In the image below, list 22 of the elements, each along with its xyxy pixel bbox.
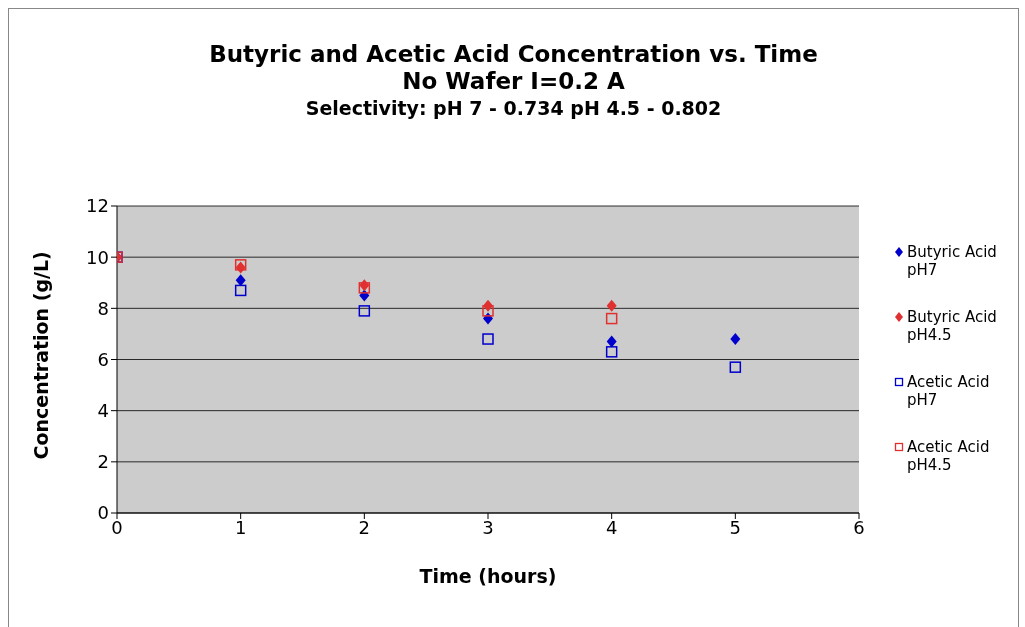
y-tick-label: 8 [97, 297, 109, 319]
y-tick-label: 0 [97, 502, 109, 524]
y-tick-label: 2 [97, 451, 109, 473]
chart-title: Butyric and Acetic Acid Concentration vs. Time No Wafer I=0.2 A [208, 41, 819, 95]
y-tick-label: 12 [86, 195, 109, 217]
chart-subtitle: Selectivity: pH 7 - 0.734 pH 4.5 - 0.802 [304, 96, 723, 121]
x-tick-label: 3 [482, 516, 494, 538]
legend-label: Butyric Acid pH7 [907, 243, 998, 279]
y-tick-label: 4 [97, 400, 109, 422]
x-tick-label: 1 [234, 516, 247, 538]
x-tick-label: 4 [605, 516, 618, 538]
x-axis-title: Time (hours) [419, 565, 557, 587]
y-axis-title: Concentration (g/L) [29, 251, 52, 460]
x-tick-label: 6 [853, 516, 865, 538]
y-tick-label: 10 [86, 246, 109, 268]
x-tick-label: 5 [729, 516, 742, 538]
legend-label: Acetic Acid pH4.5 [907, 438, 991, 474]
legend-label: Butyric Acid pH4.5 [907, 308, 998, 344]
y-tick-label: 6 [97, 348, 109, 370]
legend-label: Acetic Acid pH7 [907, 373, 991, 409]
x-tick-label: 0 [111, 516, 123, 538]
x-tick-label: 2 [358, 516, 371, 538]
